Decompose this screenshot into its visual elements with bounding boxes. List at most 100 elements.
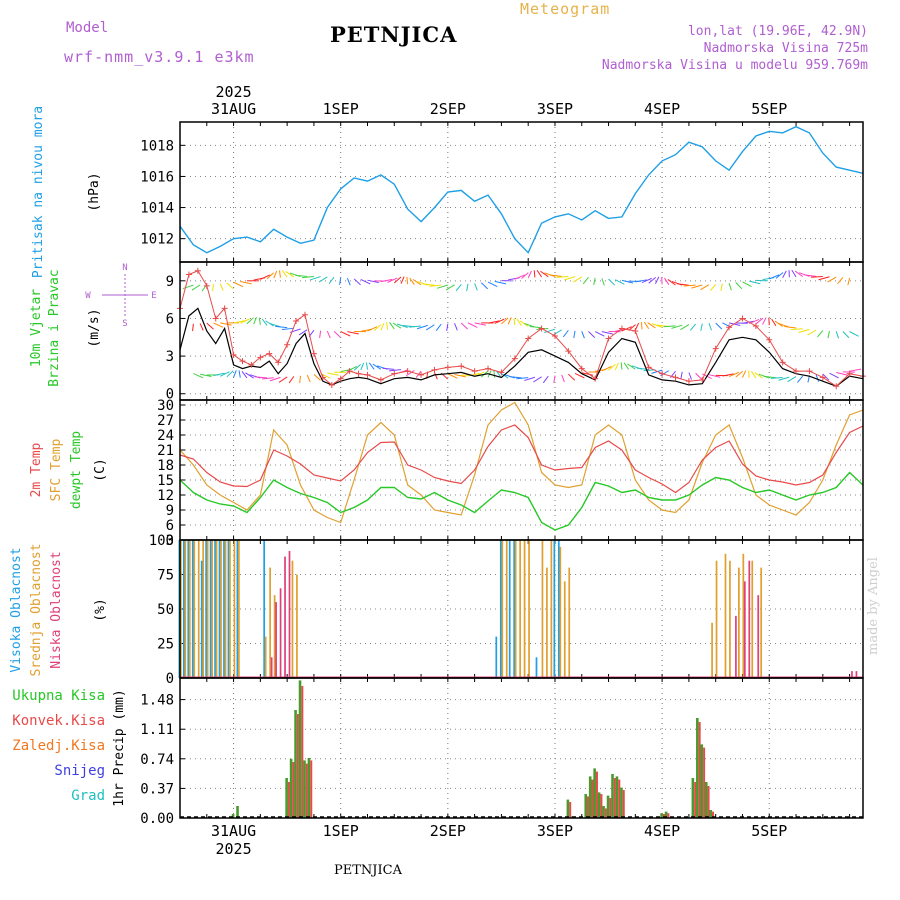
y-tick-label: 6 [166,518,174,534]
wind-barb [455,284,462,292]
cloud-unit: (%) [93,598,108,621]
wind-barb [416,324,428,330]
cloud-mid-bar [742,553,745,678]
wind-gust-marker [645,364,652,371]
bottom-date-label: 5SEP [751,822,787,840]
y-tick-label: 9 [166,503,174,519]
cloud-mid-bar [568,567,571,678]
wind-barb [837,277,844,285]
precip-conv-bar [698,722,701,818]
cloud-mid-bar [519,540,521,678]
wind-unit: (m/s) [87,308,102,347]
cloud-mid-bar [197,540,200,678]
wind-barb [758,373,770,379]
wind-barb [791,269,797,278]
wind-barb [487,320,500,324]
precip-total-bar [236,806,239,818]
wind-barb [367,326,378,332]
wind-barb [514,274,525,280]
cloud-mid-bar [229,540,231,678]
wind-barb [775,272,784,279]
wind-barb [275,325,288,329]
wind-barb [192,323,194,332]
wind-barb [233,370,237,378]
cloud-low-bar [270,657,273,678]
wind-barb [651,369,663,374]
wind-barb [594,331,605,337]
wind-barb [212,284,214,292]
wind-barb [368,362,375,370]
y-tick-label: 6 [166,311,174,327]
wind-barb [382,367,395,370]
wind-barb [365,362,368,370]
wind-barb [393,276,402,284]
legend-convective-rain: Konvek.Kisa [12,713,105,729]
cloud-mid-bar [224,540,227,678]
wind-barb [392,322,402,329]
wind-gust-marker [712,345,719,352]
wind-barb [353,364,361,371]
cloud-mid-bar [563,581,566,678]
model-altitude: Nadmorska Visina u modelu 959.769m [601,58,868,73]
legend-freezing-rain: Zaledj.Kisa [12,738,105,754]
cloud-high-bar [508,540,511,678]
wind-barb [261,377,274,380]
y-tick-label: 1016 [140,169,174,185]
wind-barb [614,362,619,371]
cloud-high-bar [499,540,502,678]
wind-barb [715,322,723,330]
wind-gust-marker [212,315,219,322]
cloud-mid-bar [505,540,508,678]
wind-barb [529,325,542,329]
wind-gust-marker [551,333,558,340]
wind-barb [728,371,739,378]
wind-barb [447,373,458,379]
precip-total-bar [584,794,588,818]
panel-frame [179,399,864,541]
wind-barb [620,362,623,370]
cloud-high-bar [227,540,230,678]
wind-barb [827,276,837,283]
precip-conv-bar [595,771,598,818]
wind-barb [474,322,487,326]
cloud-low-bar [757,595,760,678]
page-title: PETNJICA [330,22,458,47]
wind-barb [654,276,660,285]
wind-barb [790,328,803,331]
wind-barb [435,323,442,332]
wind-barb [564,276,576,281]
wind-barb [328,276,335,285]
dewpt-axis-title: dewpt Temp [69,431,84,509]
y-tick-label: 25 [157,637,174,653]
wind-barb [219,283,224,291]
cloud-mid-bar [715,560,718,678]
wind-barb [519,320,529,327]
wind-barb [387,277,398,283]
wind-gust-marker [525,335,532,342]
cloud-high-bar [182,540,185,678]
precip-conv-bar [287,782,290,818]
wind-barb [601,331,614,335]
wind-barb [360,279,371,285]
wind-barb [754,372,763,379]
wind-barb [608,363,616,371]
wind-barb [643,321,650,329]
cloud-mid-bar [711,622,713,678]
wind-barb [784,325,797,329]
wind-barb [524,376,536,382]
precip-total-bar [615,776,619,818]
wind-gust-marker [310,350,317,357]
wind-barb [621,326,632,332]
precip-total-bar [303,760,306,818]
y-tick-label: 15 [157,473,174,489]
temp2m-line [179,424,864,494]
y-tick-label: 12 [157,488,174,504]
precip-total-bar [307,758,311,818]
wind-barb [835,331,840,339]
wind-gust-marker [230,351,237,358]
wind-barb [769,274,780,280]
wind-gust-marker [565,348,572,355]
wind-barb [527,270,532,279]
wind-gust-marker [431,366,438,373]
